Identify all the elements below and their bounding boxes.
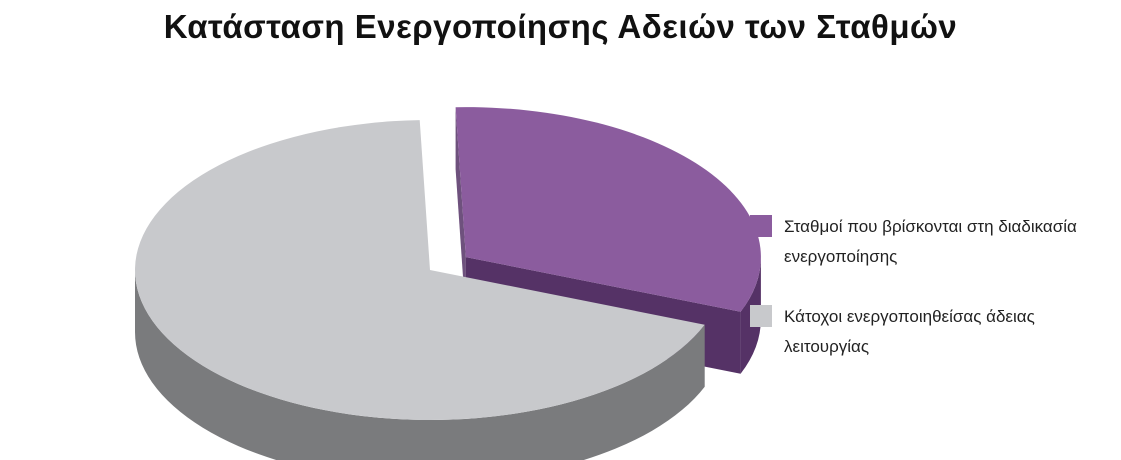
pie-slice-license-holders-side: [135, 270, 705, 460]
legend-label-activation-process: Σταθμοί που βρίσκονται στη διαδικασία εν…: [784, 217, 1077, 266]
legend-swatch-license-holders: [750, 305, 772, 327]
pie-slice-license-holders-top: [135, 120, 705, 421]
legend-swatch-activation-process: [750, 215, 772, 237]
legend-item-activation-process: Σταθμοί που βρίσκονται στη διαδικασία εν…: [750, 212, 1115, 272]
pie-slice-activation-process-cut-face: [455, 107, 466, 320]
pie-slice-license-holders: [135, 120, 705, 460]
legend-label-license-holders: Κάτοχοι ενεργοποιηθείσας άδειας λειτουργ…: [784, 307, 1035, 356]
legend: Σταθμοί που βρίσκονται στη διαδικασία εν…: [750, 212, 1115, 392]
pie-slice-activation-process-top: [455, 107, 761, 312]
chart-title: Κατάσταση Ενεργοποίησης Αδειών των Σταθμ…: [163, 8, 958, 45]
legend-item-license-holders: Κάτοχοι ενεργοποιηθείσας άδειας λειτουργ…: [750, 302, 1115, 362]
